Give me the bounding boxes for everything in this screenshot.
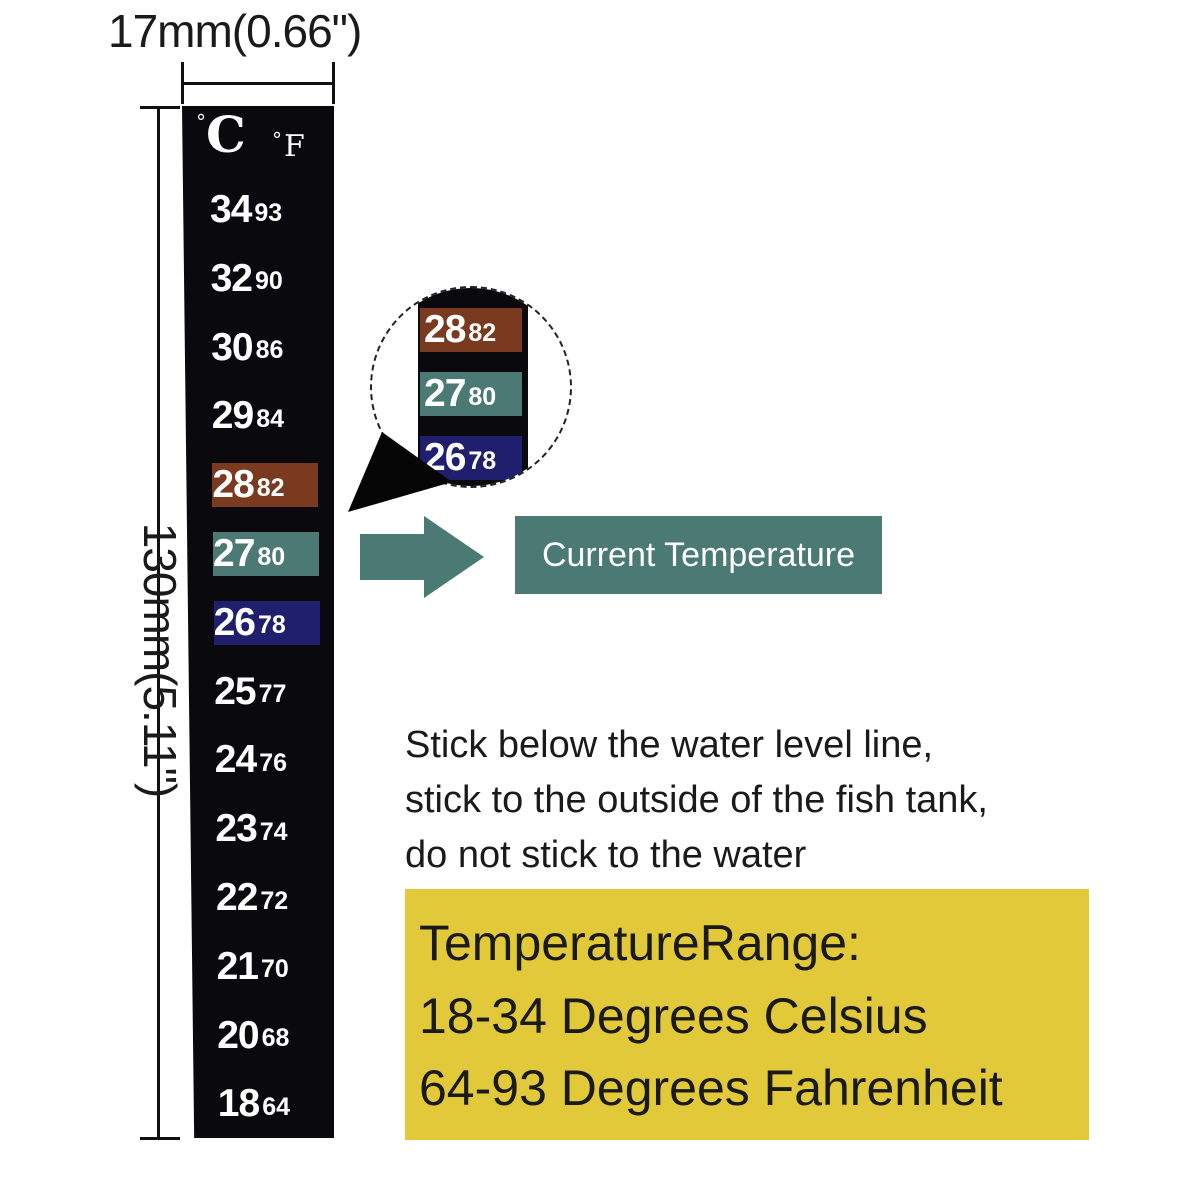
strip-row: 24 76 [215, 738, 321, 782]
instruction-line-1: Stick below the water level line, [405, 724, 934, 766]
fahrenheit-degree-symbol: ° [272, 128, 282, 152]
celsius-value: 26 [424, 436, 466, 479]
strip-row: 32 90 [211, 257, 317, 301]
fahrenheit-value: 86 [255, 336, 284, 365]
fahrenheit-value: 93 [254, 198, 283, 227]
celsius-value: 29 [211, 394, 254, 438]
strip-row: 29 84 [212, 394, 318, 438]
height-dimension-tick-bottom [140, 1137, 180, 1140]
celsius-value: 18 [217, 1082, 260, 1126]
current-temperature-label: Current Temperature [515, 516, 882, 594]
celsius-value: 32 [210, 256, 253, 300]
celsius-unit-label: C [206, 105, 246, 164]
strip-row: 34 93 [210, 188, 316, 232]
celsius-value: 21 [216, 944, 259, 988]
fahrenheit-value: 82 [468, 318, 497, 347]
magnified-row: 27 80 [420, 372, 522, 416]
height-dimension-line [157, 106, 160, 1140]
fahrenheit-value: 78 [257, 611, 286, 640]
fahrenheit-value: 80 [257, 542, 286, 571]
strip-row: 18 64 [218, 1082, 324, 1126]
celsius-value: 30 [211, 325, 253, 369]
magnifier-circle: 28 82 27 80 26 78 [370, 286, 572, 488]
width-dimension-line [182, 82, 334, 85]
strip-row: 28 82 [212, 463, 319, 508]
arrow-right-icon [360, 516, 484, 598]
celsius-value: 24 [214, 738, 257, 782]
fahrenheit-value: 77 [258, 680, 287, 709]
strip-row: 23 74 [215, 807, 321, 851]
fahrenheit-value: 68 [261, 1024, 290, 1053]
fahrenheit-value: 90 [254, 267, 283, 296]
celsius-value: 28 [424, 308, 466, 351]
strip-row: 21 70 [217, 945, 323, 989]
strip-row: 27 80 [213, 532, 319, 576]
celsius-value: 27 [424, 372, 466, 415]
fahrenheit-value: 80 [468, 382, 497, 411]
celsius-degree-symbol: ° [196, 110, 206, 134]
fahrenheit-value: 78 [468, 446, 497, 475]
strip-row: 22 72 [216, 876, 322, 920]
strip-row: 20 68 [217, 1014, 323, 1058]
celsius-value: 22 [216, 876, 258, 919]
temperature-range-title: TemperatureRange: [419, 915, 861, 971]
temperature-range-celsius: 18-34 Degrees Celsius [419, 987, 928, 1044]
fahrenheit-value: 82 [256, 473, 285, 502]
instruction-line-3: do not stick to the water [405, 834, 807, 877]
instruction-line-2: stick to the outside of the fish tank, [405, 779, 988, 822]
usage-instructions: Stick below the water level line, stick … [405, 718, 988, 883]
width-dimension-tick-right [332, 62, 335, 104]
fahrenheit-value: 70 [260, 955, 289, 984]
height-dimension-tick-top [140, 106, 180, 109]
strip-row: 30 86 [211, 326, 317, 370]
height-dimension-label: 130mm(5.11") [134, 522, 186, 798]
celsius-value: 27 [213, 532, 255, 575]
fahrenheit-value: 84 [256, 404, 284, 433]
fahrenheit-value: 76 [259, 748, 287, 777]
temperature-range-box: TemperatureRange: 18-34 Degrees Celsius … [405, 889, 1089, 1140]
celsius-value: 20 [217, 1013, 259, 1057]
celsius-value: 28 [212, 463, 254, 507]
magnified-row: 28 82 [420, 308, 522, 352]
fahrenheit-value: 64 [262, 1092, 290, 1121]
celsius-value: 25 [214, 669, 256, 713]
celsius-value: 34 [210, 188, 252, 231]
celsius-value: 26 [213, 600, 256, 644]
strip-row: 25 77 [214, 670, 320, 714]
strip-row: 26 78 [213, 600, 320, 645]
width-dimension-label: 17mm(0.66") [108, 5, 362, 57]
magnified-row: 26 78 [420, 436, 522, 480]
fahrenheit-unit-label: F [284, 129, 305, 164]
fahrenheit-value: 74 [259, 817, 288, 846]
celsius-value: 23 [215, 807, 257, 851]
temperature-range-fahrenheit: 64-93 Degrees Fahrenheit [419, 1060, 1003, 1116]
fahrenheit-value: 72 [260, 886, 289, 915]
width-dimension-tick-left [181, 62, 184, 104]
